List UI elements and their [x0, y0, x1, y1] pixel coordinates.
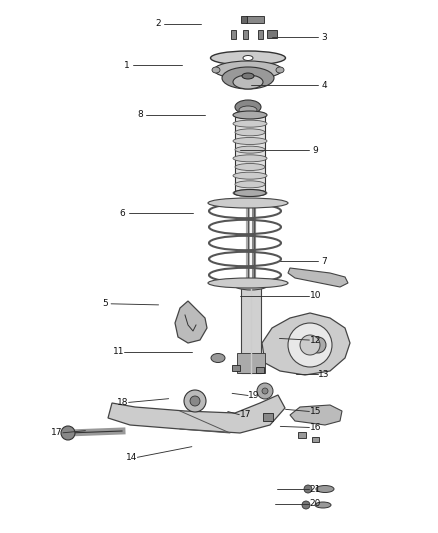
Text: 15: 15 — [310, 407, 321, 416]
Text: 19: 19 — [248, 391, 260, 400]
Ellipse shape — [235, 129, 265, 136]
Bar — [230, 29, 236, 38]
Ellipse shape — [233, 138, 267, 144]
Circle shape — [257, 383, 273, 399]
Text: 17: 17 — [240, 410, 251, 419]
Text: 5: 5 — [102, 300, 108, 308]
Text: 18: 18 — [117, 398, 128, 407]
Text: 4: 4 — [321, 81, 327, 90]
Text: 11: 11 — [113, 348, 124, 356]
Polygon shape — [108, 395, 285, 433]
Ellipse shape — [235, 111, 265, 118]
Bar — [232, 365, 240, 371]
Ellipse shape — [235, 181, 265, 188]
Ellipse shape — [214, 61, 282, 79]
Polygon shape — [262, 313, 350, 375]
Ellipse shape — [233, 75, 263, 89]
Ellipse shape — [233, 120, 267, 127]
Circle shape — [302, 501, 310, 509]
Circle shape — [61, 426, 75, 440]
Ellipse shape — [222, 67, 274, 89]
Ellipse shape — [315, 502, 331, 508]
Bar — [258, 29, 262, 38]
Ellipse shape — [235, 164, 265, 171]
Ellipse shape — [233, 155, 267, 162]
Bar — [241, 285, 261, 373]
Ellipse shape — [239, 106, 257, 114]
Ellipse shape — [235, 100, 261, 114]
Circle shape — [310, 337, 326, 353]
Text: 13: 13 — [318, 370, 330, 378]
Bar — [235, 115, 265, 193]
Ellipse shape — [235, 146, 265, 153]
Polygon shape — [175, 301, 207, 343]
Ellipse shape — [276, 67, 284, 73]
Circle shape — [262, 388, 268, 394]
Text: 16: 16 — [310, 423, 321, 432]
Text: 7: 7 — [321, 257, 327, 265]
Bar — [256, 367, 264, 373]
Polygon shape — [290, 405, 342, 425]
Text: 17: 17 — [51, 429, 63, 437]
Bar — [267, 30, 277, 38]
Bar — [263, 413, 273, 421]
Ellipse shape — [234, 280, 268, 290]
Circle shape — [190, 396, 200, 406]
Ellipse shape — [208, 198, 288, 208]
Bar — [246, 15, 264, 22]
Bar — [237, 353, 265, 373]
Bar — [298, 432, 306, 438]
Ellipse shape — [233, 172, 267, 179]
Ellipse shape — [243, 55, 253, 61]
Bar — [311, 437, 318, 441]
Ellipse shape — [242, 73, 254, 79]
Circle shape — [288, 323, 332, 367]
Text: 14: 14 — [126, 453, 137, 462]
Bar — [243, 29, 247, 38]
Text: 21: 21 — [310, 485, 321, 494]
Text: 6: 6 — [120, 209, 126, 217]
Text: 1: 1 — [124, 61, 130, 69]
Polygon shape — [288, 268, 348, 287]
Ellipse shape — [211, 353, 225, 362]
Bar — [241, 15, 247, 22]
Ellipse shape — [233, 111, 267, 119]
Text: 2: 2 — [155, 20, 160, 28]
Text: 3: 3 — [321, 33, 327, 42]
Ellipse shape — [212, 67, 220, 73]
Text: 8: 8 — [137, 110, 143, 119]
Ellipse shape — [208, 278, 288, 288]
Ellipse shape — [234, 190, 266, 197]
Circle shape — [300, 335, 320, 355]
Text: 9: 9 — [312, 146, 318, 155]
Circle shape — [304, 485, 312, 493]
Ellipse shape — [233, 190, 267, 197]
Text: 10: 10 — [310, 292, 321, 300]
Circle shape — [184, 390, 206, 412]
Ellipse shape — [211, 51, 286, 65]
Text: 12: 12 — [310, 336, 321, 344]
Text: 20: 20 — [310, 499, 321, 508]
Ellipse shape — [316, 486, 334, 492]
